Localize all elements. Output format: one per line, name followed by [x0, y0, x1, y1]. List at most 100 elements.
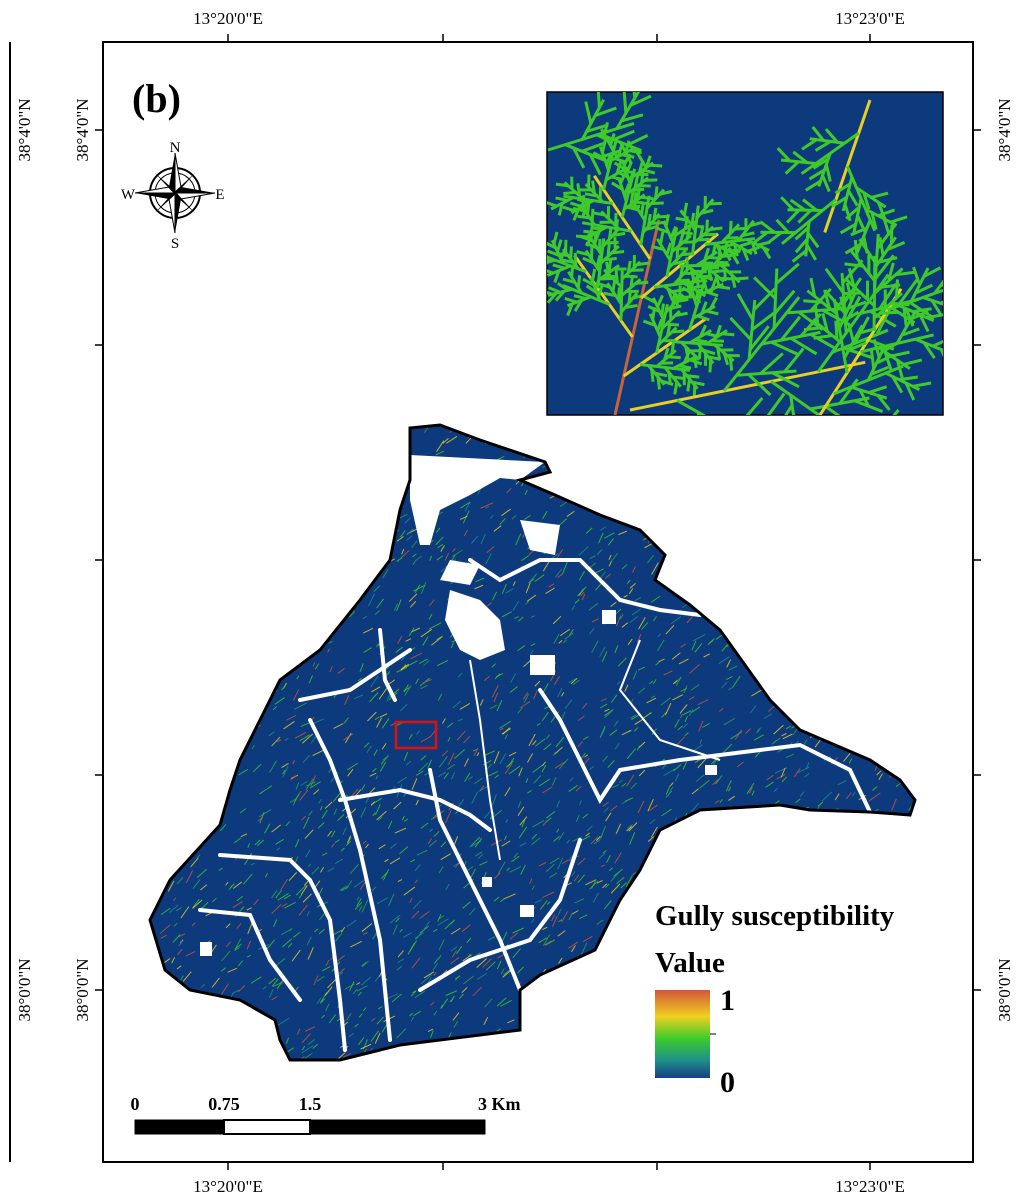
texture-stroke — [697, 239, 709, 240]
texture-stroke — [637, 263, 649, 265]
longitude-label: 13°20'0"E — [193, 1177, 263, 1196]
texture-stroke — [642, 203, 644, 215]
texture-stroke — [657, 216, 669, 217]
panel-label: (b) — [132, 76, 181, 121]
scale-label: 3 Km — [478, 1094, 521, 1114]
legend-high: 1 — [720, 984, 735, 1017]
texture-stroke — [638, 185, 650, 186]
longitude-label: 13°20'0"E — [193, 9, 263, 28]
texture-stroke — [592, 209, 593, 221]
texture-stroke — [632, 189, 644, 190]
texture-stroke — [563, 192, 575, 193]
texture-stroke — [672, 331, 684, 332]
texture-stroke — [651, 223, 663, 224]
texture-stroke — [842, 293, 861, 294]
texture-stroke — [634, 202, 646, 203]
texture-stroke — [710, 228, 722, 230]
texture-stroke — [556, 184, 568, 186]
texture-stroke — [676, 295, 678, 307]
texture-stroke — [699, 347, 700, 359]
texture-stroke — [730, 221, 731, 233]
texture-stroke — [593, 181, 595, 193]
texture-stroke — [583, 231, 595, 233]
texture-stroke — [604, 258, 616, 259]
texture-stroke — [576, 236, 588, 237]
texture-stroke — [613, 233, 625, 235]
texture-stroke — [656, 186, 658, 198]
texture-stroke — [662, 304, 664, 316]
texture-stroke — [599, 239, 600, 251]
latitude-label: 38°0'0"N — [995, 958, 1014, 1021]
texture-stroke — [730, 358, 731, 370]
longitude-label: 13°23'0"E — [835, 9, 905, 28]
compass-south: S — [171, 236, 179, 252]
texture-stroke — [571, 246, 572, 258]
compass-east: E — [215, 187, 224, 203]
texture-stroke — [676, 218, 688, 220]
texture-stroke — [707, 220, 708, 232]
latitude-label: 38°4'0"N — [995, 98, 1014, 161]
texture-stroke — [606, 242, 618, 243]
texture-stroke — [654, 208, 656, 220]
legend-ramp — [655, 990, 710, 1078]
texture-stroke — [612, 252, 624, 253]
texture-stroke — [650, 165, 662, 166]
texture-stroke — [687, 376, 699, 377]
texture-stroke — [974, 296, 985, 311]
latitude-label: 38°4'0"N — [73, 98, 92, 161]
scale-segment — [135, 1120, 224, 1134]
texture-stroke — [896, 280, 897, 299]
texture-stroke — [648, 214, 650, 226]
texture-stroke — [697, 274, 698, 286]
texture-stroke — [608, 244, 609, 256]
scale-label: 0.75 — [208, 1094, 240, 1114]
legend-title: Gully susceptibility — [655, 900, 895, 932]
texture-stroke — [722, 334, 734, 335]
map-figure: 13°20'0"E 13°23'0"E 13°20'0"E 13°23'0"E … — [0, 0, 1026, 1204]
texture-stroke — [680, 232, 692, 234]
texture-stroke — [619, 287, 620, 299]
scale-segment — [310, 1120, 485, 1134]
texture-stroke — [636, 282, 648, 283]
texture-stroke — [666, 324, 678, 325]
texture-stroke — [575, 253, 576, 265]
texture-stroke — [710, 360, 711, 372]
texture-stroke — [712, 271, 724, 272]
texture-stroke — [855, 240, 857, 259]
texture-stroke — [803, 301, 822, 302]
texture-stroke — [609, 260, 611, 272]
texture-stroke — [578, 275, 579, 287]
texture-stroke — [641, 197, 653, 199]
texture-stroke — [880, 312, 899, 313]
texture-stroke — [736, 278, 748, 279]
compass-north: N — [170, 140, 181, 156]
texture-stroke — [624, 91, 626, 113]
longitude-label: 13°23'0"E — [835, 1177, 905, 1196]
latitude-label: 38°4'0"N — [15, 98, 34, 161]
texture-stroke — [631, 192, 633, 204]
scale-segment — [224, 1120, 310, 1134]
texture-stroke — [578, 183, 580, 195]
texture-stroke — [692, 213, 694, 225]
texture-stroke — [688, 379, 690, 391]
scale-label: 1.5 — [299, 1094, 322, 1114]
legend-subtitle: Value — [655, 947, 725, 979]
texture-stroke — [625, 306, 637, 308]
texture-stroke — [677, 280, 689, 281]
texture-stroke — [652, 369, 653, 381]
compass-west: W — [121, 187, 136, 203]
texture-stroke — [836, 321, 837, 340]
texture-stroke — [675, 382, 677, 394]
texture-stroke — [718, 347, 720, 359]
scale-label: 0 — [131, 1094, 140, 1114]
texture-stroke — [668, 357, 680, 358]
latitude-label: 38°0'0"N — [73, 958, 92, 1021]
texture-stroke — [695, 355, 696, 367]
latitude-label: 38°0'0"N — [15, 958, 34, 1021]
texture-stroke — [658, 377, 659, 389]
texture-stroke — [625, 276, 637, 277]
legend-low: 0 — [720, 1066, 735, 1099]
texture-stroke — [669, 372, 670, 384]
texture-stroke — [645, 180, 657, 181]
texture-stroke — [591, 228, 603, 229]
